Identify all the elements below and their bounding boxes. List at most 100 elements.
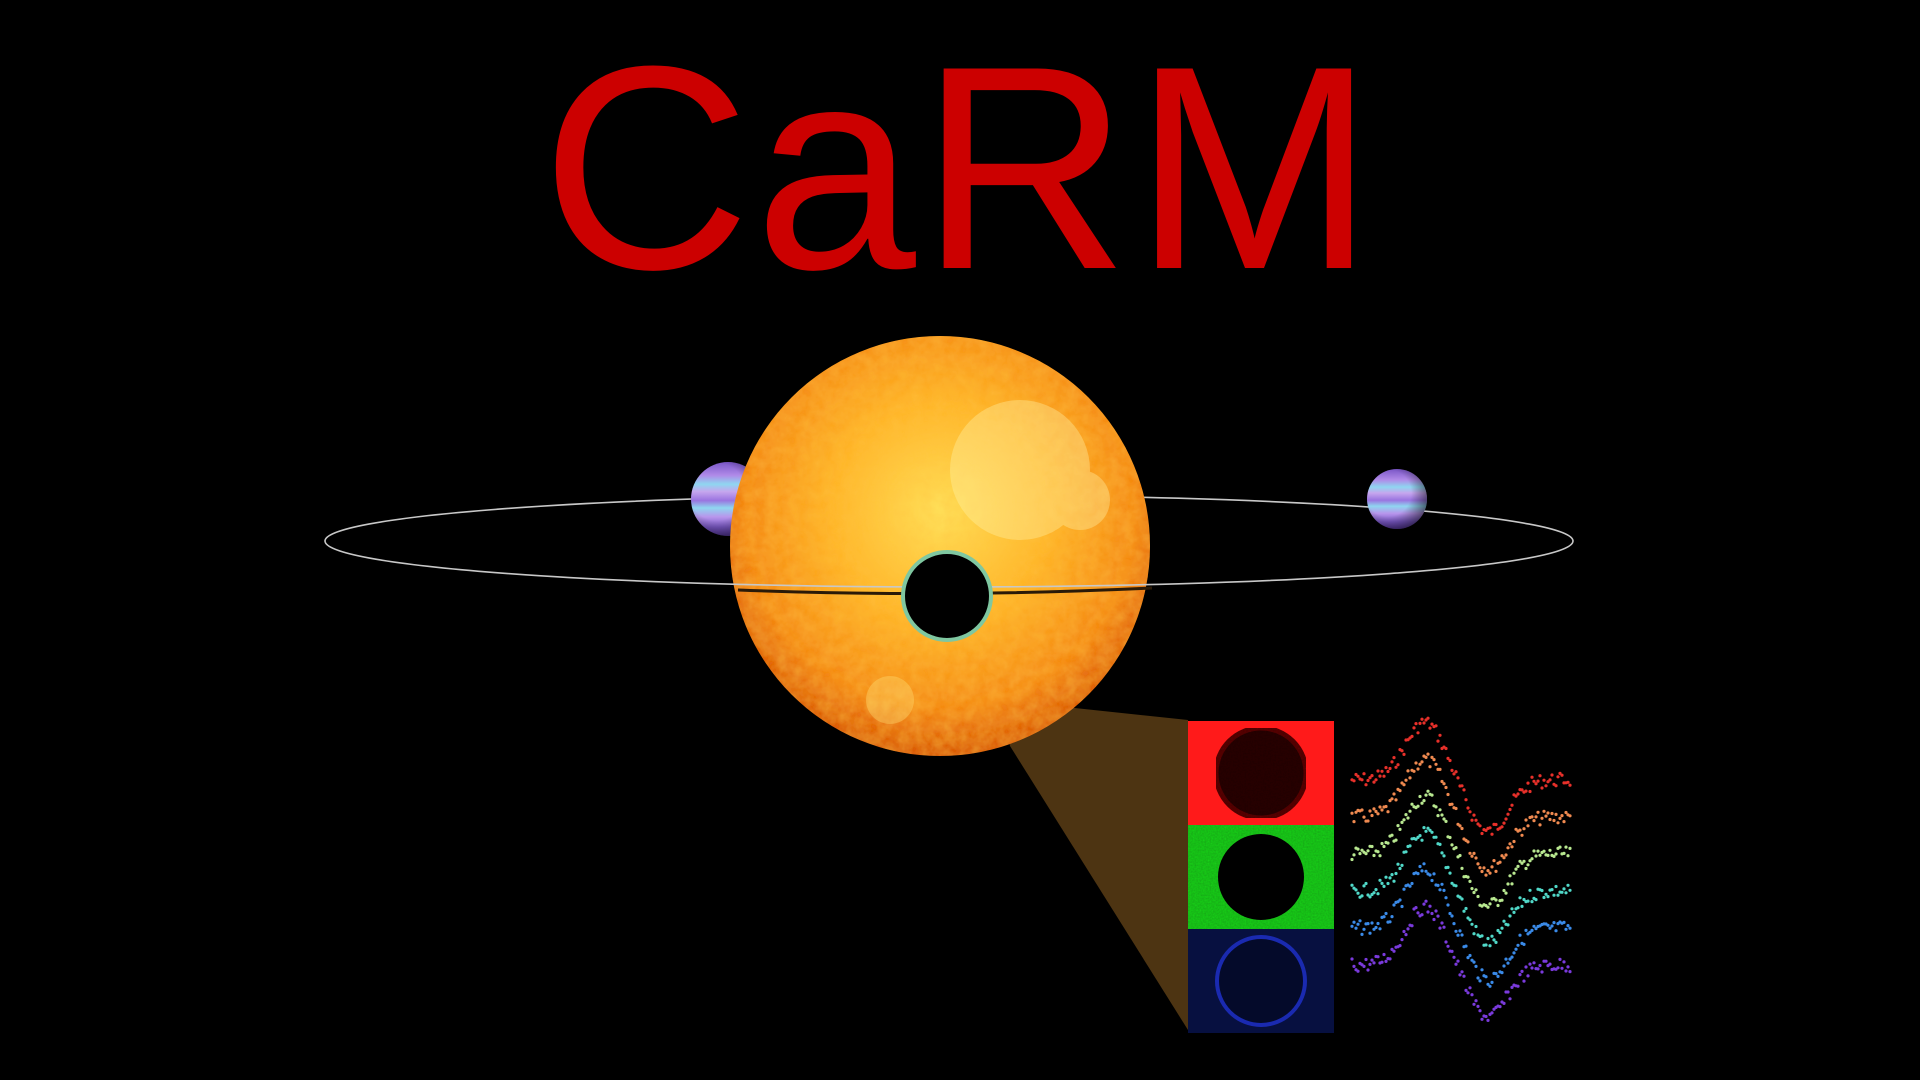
- rm-curve-point: [1370, 844, 1374, 849]
- rm-curve-point: [1430, 722, 1434, 726]
- rm-curve-point: [1450, 802, 1454, 806]
- rm-curve-point: [1554, 784, 1558, 788]
- rm-curve-point: [1568, 814, 1572, 818]
- rm-curve-point: [1444, 819, 1448, 824]
- rm-curve-point: [1530, 966, 1534, 970]
- rm-curve-point: [1466, 991, 1470, 995]
- rm-curve-point: [1460, 933, 1464, 937]
- rm-curve-point: [1476, 976, 1480, 980]
- rm-curve-point: [1472, 813, 1476, 817]
- rm-curve-point: [1400, 863, 1404, 868]
- rm-curve-point: [1434, 909, 1438, 913]
- rm-curve-point: [1410, 924, 1414, 928]
- rm-curve-point: [1534, 927, 1538, 931]
- rm-curve-point: [1524, 789, 1528, 793]
- rm-curve-point: [1396, 763, 1400, 767]
- rm-curve-point: [1454, 962, 1458, 966]
- rm-curve-point: [1518, 896, 1522, 900]
- rm-curve-point: [1510, 882, 1514, 886]
- rm-curve-point: [1458, 853, 1462, 858]
- rm-curve-point: [1516, 943, 1520, 947]
- rm-curve-point: [1538, 963, 1542, 968]
- rm-curve-point: [1554, 852, 1558, 856]
- rm-curve-point: [1418, 834, 1422, 838]
- rm-curve-point: [1418, 721, 1422, 726]
- rm-curve-point: [1372, 807, 1376, 811]
- rm-curve-point: [1532, 819, 1536, 823]
- rm-curve-point: [1376, 892, 1380, 896]
- rm-curve-point: [1538, 774, 1542, 778]
- rm-curve-point: [1386, 881, 1390, 886]
- rm-curve-point: [1466, 840, 1470, 844]
- rm-curve-point: [1498, 931, 1502, 935]
- rm-curve-point: [1450, 949, 1454, 954]
- rm-curve-point: [1468, 918, 1472, 922]
- rm-curve-point: [1450, 843, 1454, 847]
- rm-curve-point: [1508, 874, 1512, 878]
- rm-curve-point: [1472, 851, 1476, 856]
- rm-curve-point: [1540, 816, 1544, 820]
- rm-curve-point: [1500, 971, 1504, 975]
- rm-curve-point: [1476, 894, 1480, 899]
- rm-curve-point: [1366, 968, 1370, 972]
- rm-curve-point: [1506, 812, 1510, 816]
- rm-curve-point: [1512, 871, 1516, 875]
- logo-title: CaRM: [541, 6, 1379, 330]
- rm-curve-point: [1444, 785, 1448, 790]
- rm-curve-point: [1406, 927, 1410, 931]
- rm-curve-point: [1428, 828, 1432, 832]
- rm-curve-point: [1488, 984, 1492, 988]
- rm-curve-point: [1510, 985, 1514, 990]
- rm-curve-point: [1386, 841, 1390, 845]
- rm-curve-point: [1446, 792, 1450, 797]
- rm-curve-point: [1400, 938, 1404, 942]
- rm-curve-point: [1528, 859, 1532, 863]
- rm-curve-point: [1500, 926, 1504, 930]
- rm-curve-point: [1416, 872, 1420, 876]
- rm-curve-point: [1550, 888, 1554, 892]
- rm-curve-point: [1468, 879, 1472, 884]
- rm-curve-point: [1566, 965, 1570, 969]
- rm-curve-point: [1524, 818, 1528, 822]
- rm-curve-point: [1426, 826, 1430, 830]
- rm-curve-point: [1548, 848, 1552, 852]
- rm-curve-point: [1390, 833, 1394, 837]
- rm-curve-point: [1530, 928, 1534, 933]
- rm-curve-point: [1502, 856, 1506, 860]
- rm-curve-point: [1420, 717, 1424, 721]
- rm-curve-point: [1408, 884, 1412, 888]
- rm-curve-point: [1430, 755, 1434, 760]
- rm-curve-point: [1424, 793, 1428, 797]
- rm-curve-point: [1424, 899, 1428, 903]
- rm-curve-point: [1404, 850, 1408, 854]
- rm-curve-point: [1378, 854, 1382, 858]
- rm-curve-point: [1396, 862, 1400, 866]
- rm-curve-point: [1380, 808, 1384, 812]
- rm-curve-point: [1446, 903, 1450, 907]
- rm-curve-point: [1450, 881, 1454, 885]
- rm-curve-point: [1554, 884, 1558, 889]
- rm-curve-point: [1450, 768, 1454, 773]
- rm-curve-point: [1518, 933, 1522, 937]
- rm-curve-point: [1526, 824, 1530, 828]
- star: [730, 336, 1150, 756]
- rm-curve-point: [1490, 1011, 1494, 1015]
- rm-curve-point: [1560, 814, 1564, 818]
- rm-curve-point: [1380, 960, 1384, 964]
- rm-curve-point: [1496, 903, 1500, 908]
- rm-curve-point: [1418, 762, 1422, 766]
- rm-curve-point: [1528, 962, 1532, 966]
- rm-curve-point: [1422, 721, 1426, 725]
- rm-curve-point: [1502, 888, 1506, 893]
- rm-curve-point: [1416, 731, 1420, 735]
- rm-curve-point: [1568, 970, 1572, 974]
- rm-curve-point: [1424, 869, 1428, 873]
- rm-curve-point: [1518, 828, 1522, 832]
- zoom-cone: [1000, 700, 1188, 1030]
- rm-curve-point: [1352, 779, 1356, 783]
- rm-curve-point: [1384, 911, 1388, 916]
- rm-curve-point: [1426, 910, 1430, 914]
- rm-curve-point: [1440, 851, 1444, 855]
- rm-curve-point: [1364, 783, 1368, 787]
- rm-curve-point: [1474, 888, 1478, 892]
